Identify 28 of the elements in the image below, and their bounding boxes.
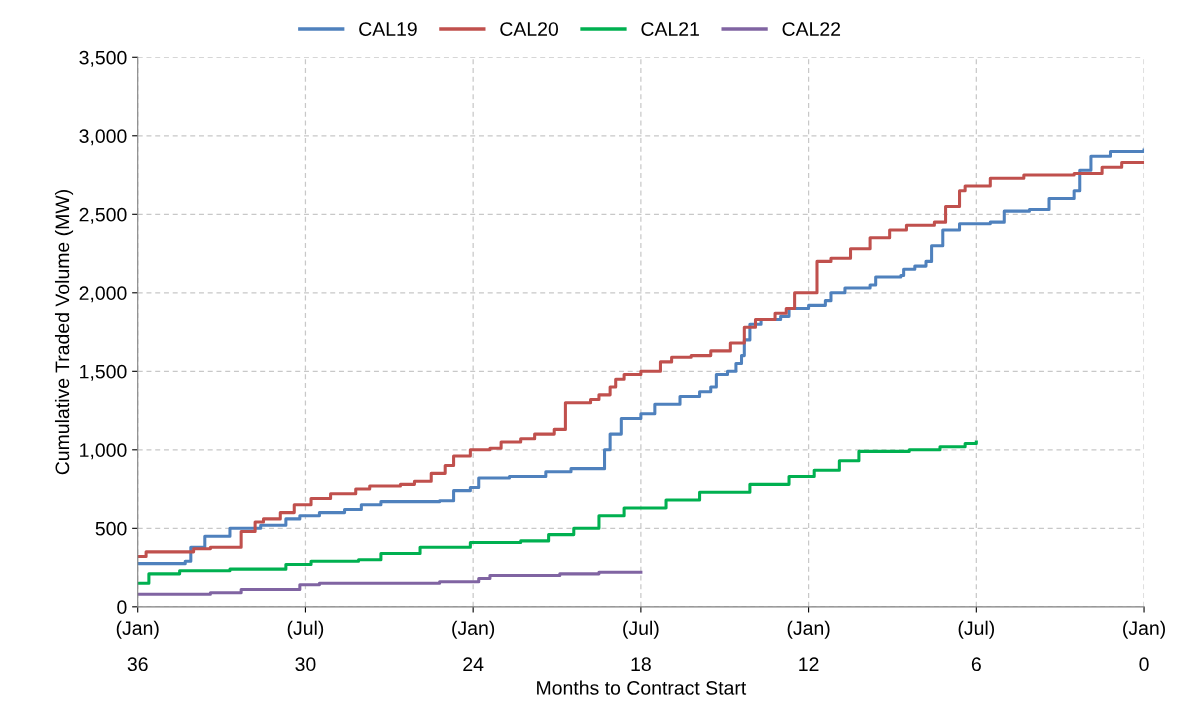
y-tick-label: 3,500 (79, 50, 127, 67)
y-tick-label: 1,500 (80, 364, 127, 381)
text: (Jan) (1123, 620, 1165, 639)
x-tick-label: 30 (295, 657, 316, 672)
text: (Jul) (958, 620, 995, 639)
x-tick-label: 12 (799, 657, 819, 671)
y-tick-label: 1,000 (80, 443, 127, 460)
x-axis-title: Months to Contract Start (537, 680, 747, 695)
legend-label: CAL22 (782, 22, 841, 36)
text: (Jan) (116, 620, 159, 639)
text: (Jan) (452, 620, 495, 639)
y-tick-label: 3,000 (79, 129, 127, 146)
y-axis-title: Cumulative Traded Volume (MW) (54, 190, 74, 475)
legend-label: CAL19 (359, 22, 417, 36)
text: (Jan) (787, 620, 830, 639)
y-tick-label: 2,000 (79, 286, 127, 303)
x-tick-label: 24 (463, 657, 484, 671)
legend-label: CAL20 (500, 22, 559, 36)
text: (Jul) (623, 620, 659, 639)
y-tick-label: 0 (117, 600, 127, 615)
x-tick-label: 6 (971, 657, 981, 672)
text: (Jul) (287, 620, 324, 639)
legend-label: CAL21 (641, 22, 699, 36)
x-tick-label: 18 (631, 657, 651, 672)
y-tick-label: 2,500 (79, 207, 127, 224)
x-tick-label: 0 (1139, 657, 1149, 672)
x-tick-label: 36 (127, 657, 148, 672)
y-tick-label: 500 (95, 521, 127, 536)
